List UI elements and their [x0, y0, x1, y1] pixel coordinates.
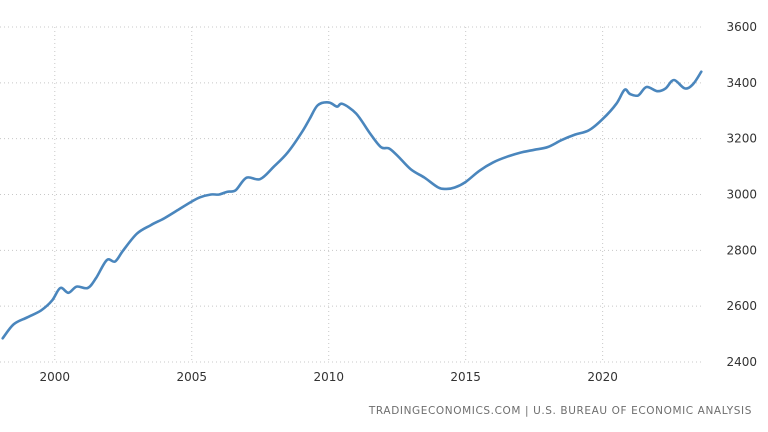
- x-tick-label: 2020: [587, 370, 618, 384]
- y-tick-label: 2800: [726, 243, 757, 257]
- y-tick-label: 3400: [726, 76, 757, 90]
- y-axis-ticks: 2400 2600 2800 3000 3200 3400 3600: [726, 20, 757, 369]
- x-tick-label: 2000: [40, 370, 71, 384]
- series-line: [1, 70, 703, 340]
- x-tick-label: 2005: [176, 370, 207, 384]
- x-tick-label: 2015: [450, 370, 481, 384]
- x-axis-ticks: 2000 2005 2010 2015 2020: [40, 370, 618, 384]
- y-tick-label: 2600: [726, 299, 757, 313]
- x-tick-label: 2010: [313, 370, 344, 384]
- y-tick-label: 3000: [726, 188, 757, 202]
- y-tick-label: 3200: [726, 132, 757, 146]
- y-tick-label: 2400: [726, 355, 757, 369]
- series-group: [1, 70, 703, 340]
- y-gridlines: [0, 26, 704, 363]
- y-tick-label: 3600: [726, 20, 757, 34]
- source-attribution: TRADINGECONOMICS.COM | U.S. BUREAU OF EC…: [368, 405, 752, 417]
